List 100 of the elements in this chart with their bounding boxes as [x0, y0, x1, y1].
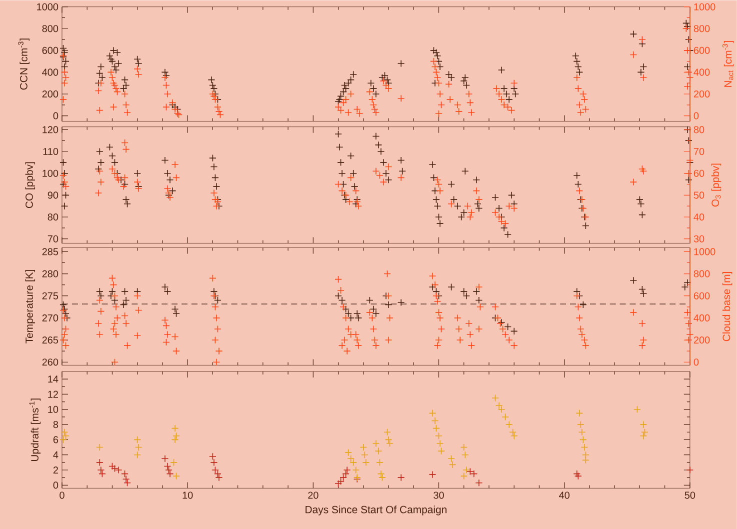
point — [438, 447, 445, 455]
point — [579, 300, 587, 308]
point — [460, 288, 468, 296]
point — [214, 296, 222, 304]
y2-axis-title: O$_{3}$ [ppbv] — [711, 164, 722, 206]
point — [134, 451, 142, 458]
point — [428, 470, 436, 478]
point — [436, 440, 444, 448]
y-tick-label: 0 — [53, 112, 58, 120]
y-tick-label: 110 — [43, 148, 58, 155]
y-tick-label: 10 — [48, 406, 58, 413]
point — [111, 296, 118, 304]
y-tick-label: 4 — [53, 451, 58, 458]
point — [686, 466, 694, 474]
point — [97, 466, 105, 474]
y2-axis-title: Cloud base [m] — [722, 272, 732, 342]
point — [574, 472, 582, 480]
point — [171, 424, 179, 432]
point — [374, 447, 382, 455]
point — [576, 409, 584, 417]
point — [172, 472, 180, 480]
point — [498, 406, 506, 413]
point — [435, 432, 442, 440]
point — [96, 288, 104, 296]
y-tick-label: 400 — [42, 68, 58, 76]
point — [475, 479, 483, 486]
y-tick-label: 90 — [48, 192, 58, 199]
point — [448, 454, 455, 462]
point — [582, 451, 590, 458]
y2-tick-label: 30 — [694, 235, 704, 242]
point — [630, 276, 638, 284]
point — [215, 474, 223, 482]
point — [171, 436, 179, 444]
point — [60, 428, 68, 436]
y2-tick-label: 60 — [694, 170, 704, 177]
point — [495, 402, 503, 410]
y-tick-label: 600 — [42, 46, 58, 54]
y-tick-label: 285 — [42, 248, 58, 256]
y-tick-label: 80 — [48, 213, 58, 220]
y-tick-label: 280 — [42, 270, 58, 278]
y-tick-label: 8 — [53, 420, 58, 428]
point — [633, 406, 641, 413]
x-tick-label: 30 — [434, 492, 444, 499]
point — [384, 300, 392, 308]
point — [122, 475, 130, 483]
point — [337, 478, 344, 485]
point — [384, 428, 391, 436]
x-tick-label: 10 — [182, 492, 193, 499]
point — [386, 440, 394, 448]
point — [352, 466, 360, 474]
point — [579, 436, 587, 444]
point — [108, 462, 116, 470]
point — [640, 420, 648, 428]
point — [641, 428, 648, 436]
point — [121, 288, 128, 296]
point — [60, 436, 67, 444]
y2-tick-label: 200 — [694, 90, 710, 98]
point — [504, 322, 512, 330]
y-axis-title: CO [ppbv] — [25, 162, 36, 208]
y-tick-label: 275 — [42, 292, 58, 300]
point — [462, 466, 470, 474]
point — [432, 424, 440, 432]
point — [172, 432, 180, 440]
y-tick-label: 12 — [48, 390, 58, 398]
point — [448, 460, 456, 468]
y-tick-label: 14 — [48, 376, 58, 382]
point — [466, 468, 474, 476]
y-tick-label: 6 — [53, 436, 58, 444]
y-tick-label: 120 — [42, 126, 58, 134]
point — [124, 479, 131, 486]
point — [111, 464, 118, 472]
point — [134, 288, 142, 296]
point — [212, 466, 219, 474]
point — [108, 288, 116, 296]
point — [122, 296, 130, 304]
point — [134, 443, 142, 451]
point — [509, 428, 517, 436]
point — [576, 420, 584, 428]
x-tick-label: 40 — [559, 492, 570, 499]
point — [684, 278, 692, 286]
point — [164, 462, 172, 470]
point — [573, 470, 581, 478]
point — [378, 474, 386, 482]
x-tick-label: 0 — [60, 492, 64, 499]
point — [62, 432, 70, 440]
y-axis-title: CCN [cm$^{-3}$] — [18, 38, 30, 90]
point — [397, 298, 405, 306]
point — [342, 470, 350, 478]
y2-tick-label: 400 — [694, 314, 710, 322]
point — [134, 436, 142, 444]
point — [580, 443, 588, 451]
point — [384, 436, 392, 444]
y2-tick-label: 400 — [694, 68, 710, 76]
y-tick-label: 265 — [42, 336, 58, 344]
point — [210, 288, 218, 296]
point — [344, 448, 352, 456]
point — [362, 458, 370, 466]
y2-axis-title: N$_{act}$ [cm$^{-3}$] — [722, 40, 734, 87]
point — [470, 470, 478, 478]
y-tick-label: 2 — [53, 466, 58, 474]
